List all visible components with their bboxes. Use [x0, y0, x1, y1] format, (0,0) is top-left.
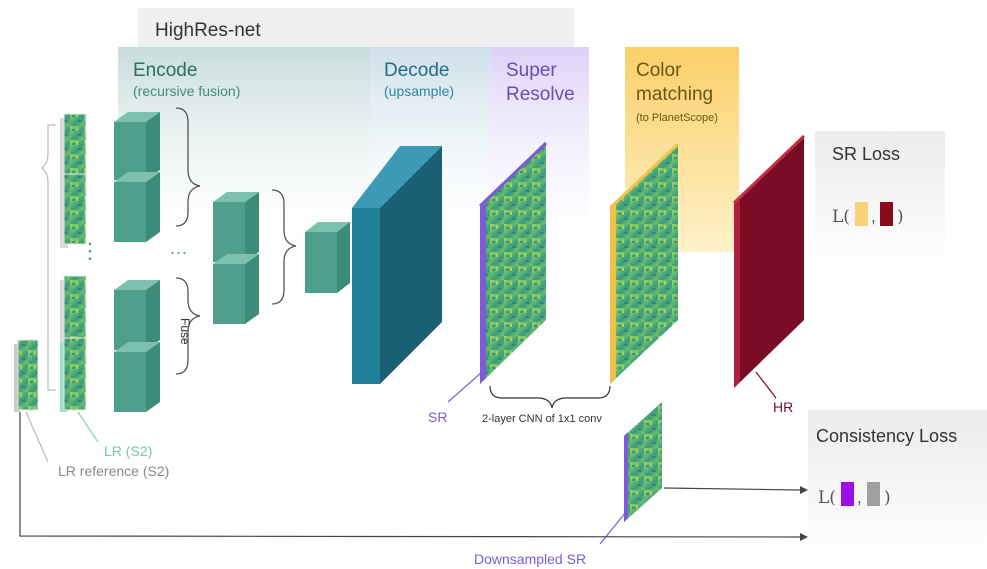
encoder-blocks-level2 [213, 192, 259, 324]
consistency-loss-title: Consistency Loss [816, 426, 957, 446]
lr-pointer [77, 411, 99, 443]
highres-net-header [138, 8, 574, 48]
downsampled-sr-image [624, 402, 662, 522]
input-bracket [41, 124, 56, 391]
decoder-block [352, 146, 442, 384]
vertical-ellipsis: ⋮ [79, 238, 101, 263]
hr-block [732, 134, 806, 388]
color-title-line1: Color [636, 60, 682, 81]
sr-loss-title: SR Loss [832, 144, 900, 164]
encoder-blocks-level1 [114, 112, 160, 412]
consistency-loss-close: ) [884, 488, 891, 508]
consistency-swatch-sr [841, 482, 854, 506]
sr-loss-panel [815, 131, 945, 271]
sr-image [478, 141, 548, 384]
lr-image-stack [60, 113, 87, 412]
brace-2 [175, 277, 201, 375]
consistency-loss-panel [808, 410, 987, 560]
encode-subtitle: (recursive fusion) [133, 83, 240, 99]
downsampled-sr-label: Downsampled SR [474, 551, 586, 567]
sr-label: SR [428, 409, 447, 425]
color-subtitle: (to PlanetScope) [636, 112, 718, 124]
decode-title: Decode [384, 60, 450, 81]
consistency-swatch-lr [867, 482, 880, 506]
lr-reference-pointer [25, 411, 49, 463]
sr-loss-close: ) [897, 207, 904, 227]
super-title-line1: Super [506, 60, 557, 81]
fuse-label: Fuse [178, 318, 192, 345]
sr-loss-sep: , [871, 207, 876, 226]
highres-net-title: HighRes-net [155, 20, 261, 41]
consistency-loss-sep: , [857, 488, 862, 507]
color-title-line2: matching [636, 84, 713, 105]
downsampled-to-loss-arrow [663, 487, 801, 491]
sr-loss-swatch-hr [880, 202, 893, 226]
lr-reference-label: LR reference (S2) [58, 463, 169, 479]
cnn-brace [489, 385, 611, 409]
encode-title: Encode [133, 60, 197, 81]
color-matched-image [608, 142, 680, 384]
hr-label: HR [773, 399, 793, 415]
decode-subtitle: (upsample) [384, 83, 454, 99]
hr-pointer [755, 371, 777, 399]
brace-3 [271, 189, 297, 305]
super-title-line2: Resolve [506, 84, 575, 105]
downsampled-sr-pointer [599, 511, 627, 545]
consistency-loss-fn: L( [818, 488, 836, 508]
encoder-ellipsis: ... [170, 238, 188, 258]
lr-reference-image [14, 339, 39, 412]
sr-loss-swatch-sr [855, 202, 868, 226]
lr-s2-label: LR (S2) [104, 443, 152, 459]
encoder-block-level3 [305, 222, 350, 293]
sr-pointer [447, 371, 483, 403]
lr-reference-to-loss-arrow [19, 412, 801, 538]
cnn-label: 2-layer CNN of 1x1 conv [482, 413, 602, 425]
sr-loss-fn: L( [832, 207, 850, 227]
brace-1 [175, 107, 201, 227]
